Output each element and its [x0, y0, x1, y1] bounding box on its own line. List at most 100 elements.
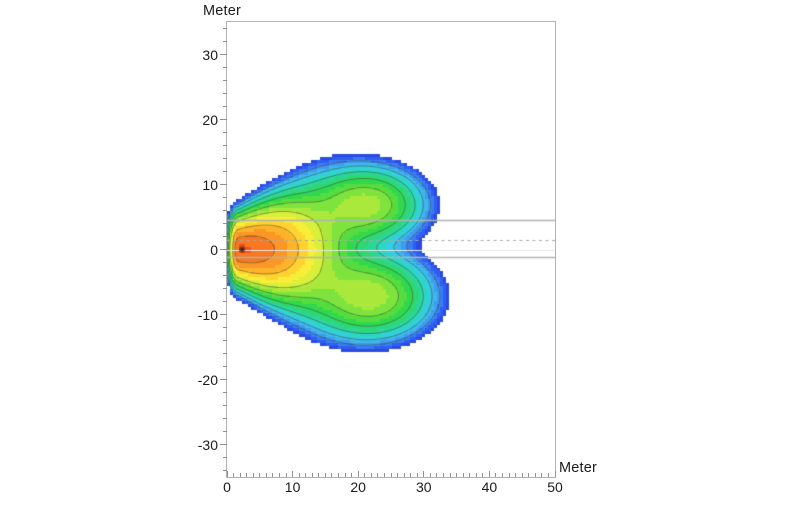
y-minor-tick	[223, 236, 227, 237]
x-minor-tick	[449, 473, 451, 477]
x-minor-tick	[475, 473, 477, 477]
x-minor-tick	[383, 473, 385, 477]
x-minor-tick	[469, 473, 471, 477]
y-minor-tick	[223, 340, 227, 341]
y-minor-tick	[223, 405, 227, 406]
x-minor-tick	[534, 473, 536, 477]
x-minor-tick	[265, 473, 267, 477]
x-minor-tick	[239, 473, 241, 477]
y-minor-tick	[223, 288, 227, 289]
x-major-tick	[357, 471, 359, 477]
x-minor-tick	[377, 473, 379, 477]
y-minor-tick	[223, 28, 227, 29]
y-axis-title: Meter	[203, 3, 242, 19]
y-minor-tick	[223, 418, 227, 419]
y-minor-tick	[223, 431, 227, 432]
x-minor-tick	[246, 473, 248, 477]
y-minor-tick	[223, 145, 227, 146]
y-major-tick	[220, 184, 227, 185]
x-minor-tick	[462, 473, 464, 477]
y-minor-tick	[223, 262, 227, 263]
x-minor-tick	[410, 473, 412, 477]
x-major-tick	[488, 471, 490, 477]
x-minor-tick	[390, 473, 392, 477]
x-minor-tick	[338, 473, 340, 477]
y-minor-tick	[223, 275, 227, 276]
y-minor-tick	[223, 223, 227, 224]
y-minor-tick	[223, 132, 227, 133]
x-minor-tick	[344, 473, 346, 477]
x-minor-tick	[305, 473, 307, 477]
y-minor-tick	[223, 327, 227, 328]
x-minor-tick	[397, 473, 399, 477]
y-minor-tick	[223, 93, 227, 94]
y-major-tick	[220, 54, 227, 55]
y-minor-tick	[223, 301, 227, 302]
y-minor-tick	[223, 392, 227, 393]
x-minor-tick	[521, 473, 523, 477]
y-minor-tick	[223, 41, 227, 42]
x-minor-tick	[456, 473, 458, 477]
x-minor-tick	[351, 473, 353, 477]
x-minor-tick	[278, 473, 280, 477]
x-minor-tick	[429, 473, 431, 477]
y-major-tick	[220, 314, 227, 315]
x-tick-label: 10	[284, 479, 301, 495]
y-minor-tick	[223, 80, 227, 81]
x-minor-tick	[442, 473, 444, 477]
y-major-tick	[220, 444, 227, 445]
x-minor-tick	[528, 473, 530, 477]
x-major-tick	[292, 471, 294, 477]
x-minor-tick	[298, 473, 300, 477]
x-minor-tick	[416, 473, 418, 477]
y-major-tick	[220, 379, 227, 380]
x-minor-tick	[515, 473, 517, 477]
y-tick-label: -10	[197, 306, 218, 323]
y-tick-label: 20	[202, 111, 218, 128]
y-minor-tick	[223, 197, 227, 198]
y-tick-label: 10	[202, 176, 218, 193]
x-minor-tick	[272, 473, 274, 477]
x-tick-label: 50	[547, 479, 563, 495]
x-major-tick	[423, 471, 425, 477]
y-minor-tick	[223, 366, 227, 367]
x-minor-tick	[364, 473, 366, 477]
x-minor-tick	[311, 473, 313, 477]
x-minor-tick	[259, 473, 261, 477]
x-minor-tick	[233, 473, 235, 477]
x-tick-label: 0	[223, 479, 231, 495]
x-axis-title: Meter	[559, 460, 598, 476]
y-minor-tick	[223, 353, 227, 354]
y-minor-tick	[223, 457, 227, 458]
x-minor-tick	[324, 473, 326, 477]
x-tick-label: 20	[350, 479, 366, 495]
plot-frame	[226, 21, 556, 478]
x-minor-tick	[285, 473, 287, 477]
x-minor-tick	[495, 473, 497, 477]
x-major-tick	[226, 471, 228, 477]
x-minor-tick	[541, 473, 543, 477]
x-minor-tick	[547, 473, 549, 477]
y-minor-tick	[223, 210, 227, 211]
x-minor-tick	[436, 473, 438, 477]
y-minor-tick	[223, 470, 227, 471]
y-minor-tick	[223, 106, 227, 107]
x-minor-tick	[508, 473, 510, 477]
y-major-tick	[220, 119, 227, 120]
y-minor-tick	[223, 171, 227, 172]
y-major-tick	[220, 249, 227, 250]
y-tick-label: 0	[210, 241, 218, 258]
x-minor-tick	[370, 473, 372, 477]
x-minor-tick	[252, 473, 254, 477]
x-minor-tick	[482, 473, 484, 477]
y-minor-tick	[223, 158, 227, 159]
x-minor-tick	[502, 473, 504, 477]
x-minor-tick	[331, 473, 333, 477]
x-minor-tick	[403, 473, 405, 477]
x-major-tick	[554, 471, 556, 477]
x-tick-label: 30	[416, 479, 432, 495]
y-minor-tick	[223, 67, 227, 68]
y-tick-label: 30	[202, 46, 218, 63]
y-tick-label: -30	[197, 436, 218, 453]
